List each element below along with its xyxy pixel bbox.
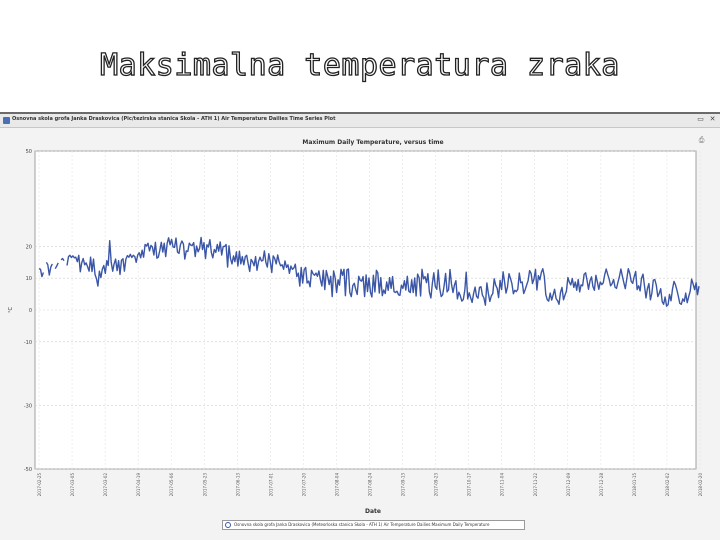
x-tick-label: 2018-02-02: [665, 473, 670, 497]
x-tick-label: 2017-11-22: [533, 473, 538, 497]
x-tick-label: 2017-02-25: [37, 473, 42, 497]
x-tick-label: 2017-05-06: [169, 473, 174, 497]
x-tick-label: 2017-03-02: [103, 473, 108, 497]
x-tick-label: 2017-12-28: [599, 473, 604, 497]
y-tick-label: -10: [24, 340, 32, 346]
series-line: [38, 236, 700, 307]
x-tick-label: 2017-12-09: [566, 473, 571, 497]
window-title: Osnovna skola grofa Janka Draskovica (Pi…: [12, 116, 336, 122]
x-tick-label: 2017-11-04: [500, 473, 505, 497]
x-tick-label: 2018-02-20: [698, 473, 703, 497]
plot-area: [34, 150, 697, 470]
x-tick-label: 2017-04-19: [136, 473, 141, 497]
legend-swatch: [225, 522, 231, 528]
x-tick-label: 2017-06-13: [235, 473, 240, 497]
slide-title: Maksimalna temperatura zraka: [99, 47, 620, 83]
x-tick-label: 2017-09-13: [401, 473, 406, 497]
chart-title: Maximum Daily Temperature, versus time: [302, 139, 443, 146]
x-tick-label: 2017-07-01: [268, 473, 273, 497]
x-tick-label: 2017-05-23: [202, 473, 207, 497]
x-tick-label: 2017-08-24: [368, 473, 373, 497]
y-tick-label: -30: [24, 403, 32, 409]
y-tick-label: 10: [26, 276, 32, 282]
printer-icon[interactable]: ⎙: [698, 136, 705, 144]
restore-icon[interactable]: ▭: [697, 115, 704, 123]
x-axis-label: Date: [365, 508, 381, 515]
x-tick-label: 2017-08-04: [334, 473, 339, 497]
legend-label: Osnovna skola grofa Janka Draskovica (Me…: [234, 522, 490, 527]
close-icon[interactable]: ✕: [709, 115, 716, 123]
x-tick-label: 2017-10-17: [467, 473, 472, 497]
y-tick-label: -50: [24, 467, 32, 473]
x-tick-label: 2017-09-23: [434, 473, 439, 497]
y-axis-label: °C: [8, 307, 14, 314]
x-tick-label: 2017-03-05: [70, 473, 75, 497]
app-icon: [3, 117, 10, 124]
y-tick-label: 20: [26, 244, 32, 250]
x-tick-label: 2017-07-20: [301, 473, 306, 497]
y-tick-label: 0: [29, 308, 32, 314]
chart-legend: Osnovna skola grofa Janka Draskovica (Me…: [222, 520, 525, 530]
x-tick-label: 2018-01-15: [632, 473, 637, 497]
window-titlebar: Osnovna skola grofa Janka Draskovica (Pi…: [0, 114, 720, 128]
y-tick-label: 50: [26, 149, 32, 155]
